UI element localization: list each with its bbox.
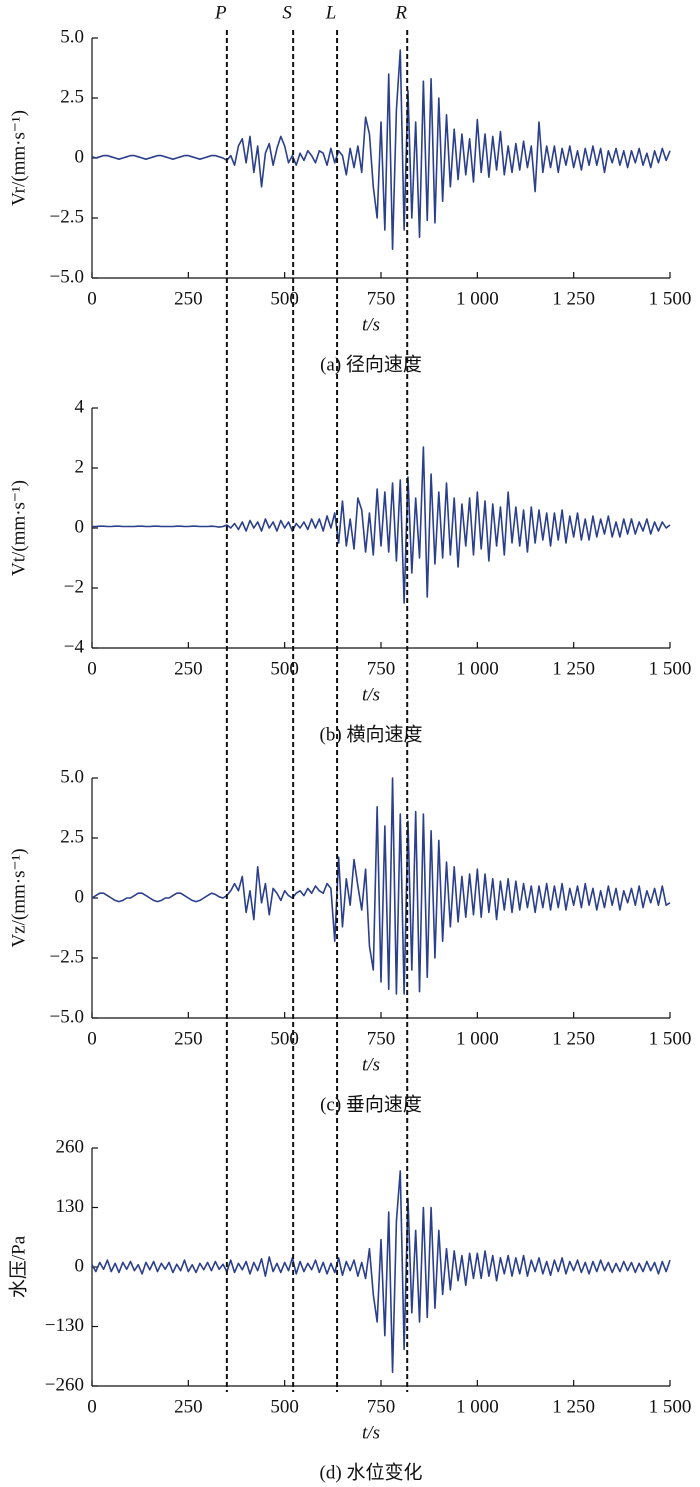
x-tick-label: 750 <box>367 1028 396 1049</box>
y-tick-label: 0 <box>75 516 85 537</box>
y-tick-label: 0 <box>75 886 85 907</box>
waveform <box>91 49 671 250</box>
phase-label: P <box>214 2 227 23</box>
y-tick-label: −2 <box>64 576 84 597</box>
caption: (a) 径向速度 <box>320 353 422 375</box>
x-tick-label: 750 <box>367 658 396 679</box>
x-tick-label: 250 <box>174 1396 203 1417</box>
x-tick-label: 0 <box>87 658 97 679</box>
x-tick-label: 500 <box>270 658 299 679</box>
x-tick-label: 250 <box>174 288 203 309</box>
y-tick-label: −5.0 <box>50 266 84 287</box>
x-tick-label: 1 500 <box>649 288 692 309</box>
x-tick-label: 1 250 <box>552 288 595 309</box>
waveform <box>91 1170 671 1374</box>
caption: (c) 垂向速度 <box>320 1093 422 1115</box>
y-tick-label: −130 <box>45 1315 84 1336</box>
y-tick-label: 5.0 <box>60 766 84 787</box>
x-tick-label: 1 500 <box>649 658 692 679</box>
y-tick-label: −4 <box>64 636 85 657</box>
x-tick-label: 1 000 <box>456 288 499 309</box>
y-tick-label: −2.5 <box>50 946 84 967</box>
x-tick-label: 0 <box>87 1396 97 1417</box>
x-tick-label: 1 250 <box>552 1396 595 1417</box>
y-axis-label: 水压/Pa <box>7 1235 29 1298</box>
phase-label: S <box>282 2 292 23</box>
y-tick-label: 0 <box>75 146 85 167</box>
x-tick-label: 1 250 <box>552 1028 595 1049</box>
x-tick-label: 1 500 <box>649 1396 692 1417</box>
x-tick-label: 750 <box>367 1396 396 1417</box>
caption: (d) 水位变化 <box>320 1461 423 1483</box>
x-axis-label: t/s <box>362 1054 380 1075</box>
phase-label: R <box>394 2 407 23</box>
x-tick-label: 1 000 <box>456 1028 499 1049</box>
x-tick-label: 1 000 <box>456 1396 499 1417</box>
y-tick-label: 130 <box>56 1196 85 1217</box>
y-tick-label: 2 <box>75 456 85 477</box>
y-tick-label: 2.5 <box>60 86 84 107</box>
y-tick-label: −5.0 <box>50 1006 84 1027</box>
x-axis-label: t/s <box>362 684 380 705</box>
x-tick-label: 500 <box>270 1028 299 1049</box>
x-axis-label: t/s <box>362 1422 380 1443</box>
x-tick-label: 1 000 <box>456 658 499 679</box>
x-tick-label: 500 <box>270 1396 299 1417</box>
phase-label: L <box>325 2 337 23</box>
x-tick-label: 1 500 <box>649 1028 692 1049</box>
y-tick-label: 0 <box>75 1255 85 1276</box>
y-tick-label: 5.0 <box>60 26 84 47</box>
y-axis-label: Vr/(mm·s⁻¹) <box>8 110 29 206</box>
x-axis-label: t/s <box>362 314 380 335</box>
y-tick-label: −260 <box>45 1374 84 1395</box>
x-tick-label: 500 <box>270 288 299 309</box>
x-tick-label: 250 <box>174 1028 203 1049</box>
y-axis-label: Vz/(mm·s⁻¹) <box>8 848 29 947</box>
y-tick-label: 2.5 <box>60 826 84 847</box>
x-tick-label: 0 <box>87 288 97 309</box>
x-tick-label: 250 <box>174 658 203 679</box>
waveform <box>92 446 671 604</box>
y-tick-label: 260 <box>56 1136 85 1157</box>
y-tick-label: 4 <box>75 396 85 417</box>
waveform <box>91 777 671 995</box>
x-tick-label: 0 <box>87 1028 97 1049</box>
y-tick-label: −2.5 <box>50 206 84 227</box>
caption: (b) 横向速度 <box>320 723 423 745</box>
x-tick-label: 750 <box>367 288 396 309</box>
y-axis-label: Vt/(mm·s⁻¹) <box>8 480 29 576</box>
x-tick-label: 1 250 <box>552 658 595 679</box>
